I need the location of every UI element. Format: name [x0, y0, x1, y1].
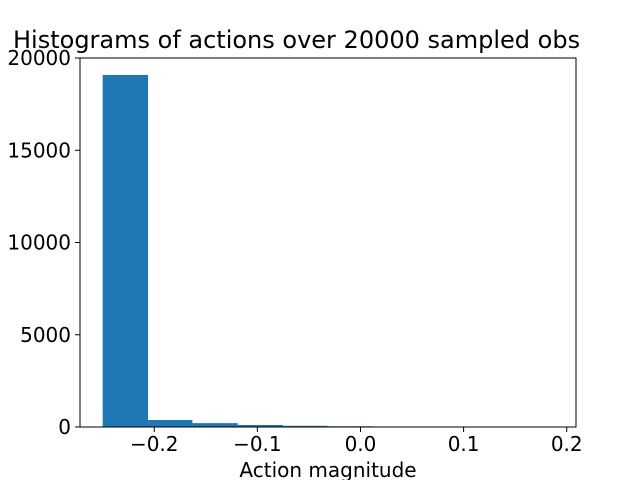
- y-tick-label: 10000: [7, 231, 71, 255]
- x-tick-label: −0.1: [233, 432, 282, 456]
- x-tick-label: 0.2: [551, 432, 583, 456]
- histogram-bar-2: [192, 423, 238, 427]
- plot-frame: [79, 57, 577, 428]
- y-tick-label: 5000: [20, 323, 71, 347]
- x-axis-label: Action magnitude: [239, 458, 416, 480]
- histogram-bar-1: [148, 419, 193, 427]
- histogram-bar-3: [237, 424, 284, 427]
- y-tick-label: 20000: [7, 46, 71, 70]
- y-axis-ticks: 0 5000 10000 15000 20000: [7, 46, 80, 439]
- y-tick-label: 0: [58, 415, 71, 439]
- bars-group: [102, 74, 554, 427]
- x-tick-label: 0.1: [448, 432, 480, 456]
- x-tick-label: 0.0: [345, 432, 377, 456]
- x-axis-ticks: −0.2 −0.1 0.0 0.1 0.2: [130, 427, 583, 456]
- chart-title: Histograms of actions over 20000 sampled…: [13, 26, 580, 54]
- x-tick-label: −0.2: [130, 432, 179, 456]
- histogram-bar-4: [283, 425, 328, 427]
- y-tick-label: 15000: [7, 138, 71, 162]
- histogram-bar-0: [102, 74, 149, 427]
